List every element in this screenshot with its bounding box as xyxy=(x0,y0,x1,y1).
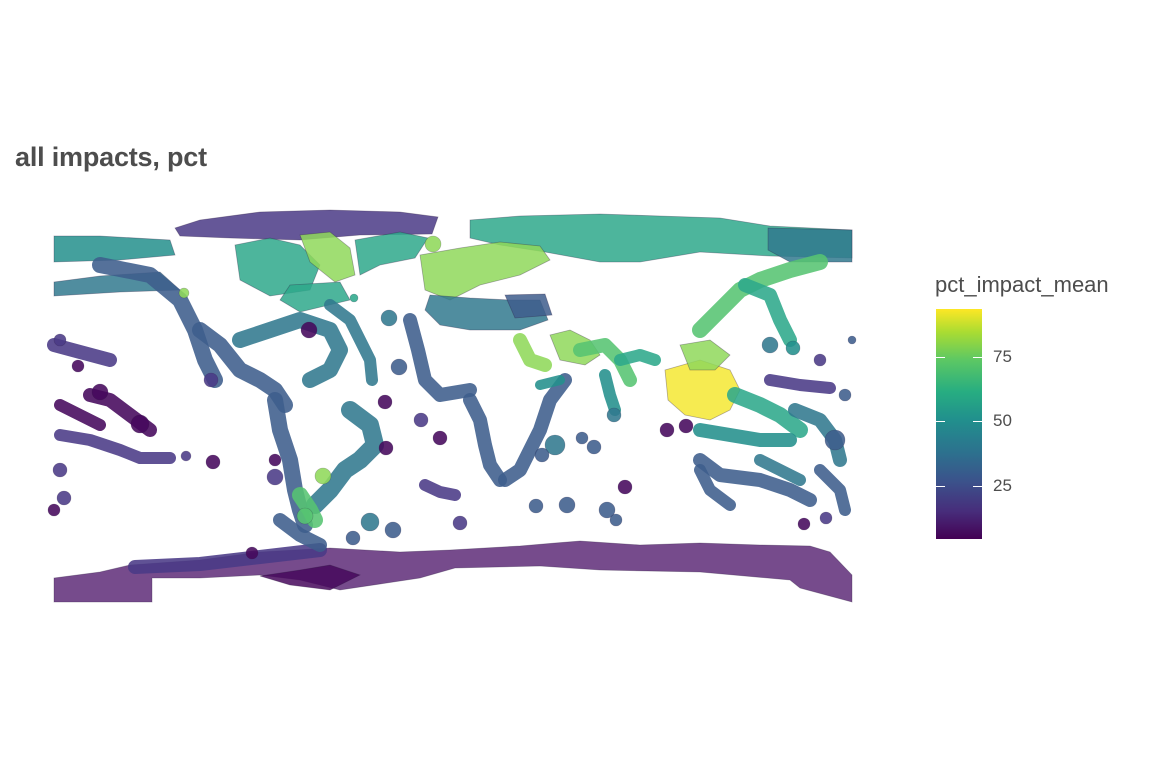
red-sea xyxy=(513,333,552,372)
west-africa xyxy=(403,313,477,402)
india-west xyxy=(599,369,621,416)
island-region-46 xyxy=(390,358,408,376)
horn-of-africa xyxy=(535,375,565,390)
north-america-west-coast xyxy=(92,257,223,388)
africa-southwest xyxy=(463,393,507,487)
island-region-29 xyxy=(452,515,468,531)
legend-tick-label-25: 25 xyxy=(993,476,1012,495)
cape-horn xyxy=(273,513,327,552)
island-region-5 xyxy=(761,336,779,354)
arabian-sea xyxy=(573,338,637,387)
island-region-14 xyxy=(205,454,221,470)
island-region-9 xyxy=(838,388,852,402)
island-region-45 xyxy=(178,287,190,299)
island-region-49 xyxy=(847,335,857,345)
new-zealand xyxy=(814,464,851,516)
gulf-of-mexico xyxy=(232,312,348,388)
tristan-gough xyxy=(419,479,461,501)
island-region-31 xyxy=(558,496,576,514)
hawaii-chain xyxy=(47,338,117,367)
island-region-21 xyxy=(300,321,318,339)
indonesia xyxy=(727,387,808,438)
island-region-32 xyxy=(598,501,616,519)
island-region-2 xyxy=(296,507,314,525)
island-region-7 xyxy=(813,353,827,367)
island-region-38 xyxy=(384,521,402,539)
island-region-15 xyxy=(180,450,192,462)
island-region-34 xyxy=(617,479,633,495)
papua xyxy=(788,403,847,467)
island-region-10 xyxy=(659,422,675,438)
island-region-44 xyxy=(349,293,359,303)
island-region-19 xyxy=(56,490,72,506)
island-region-4 xyxy=(534,447,550,463)
bay-of-bengal xyxy=(614,349,661,366)
antarctic-peninsula-band xyxy=(128,543,327,574)
world-map xyxy=(47,209,857,603)
island-region-22 xyxy=(203,372,219,388)
island-region-18 xyxy=(52,462,68,478)
island-region-42 xyxy=(380,309,398,327)
weddell-region xyxy=(259,564,362,591)
island-region-17 xyxy=(130,414,150,434)
island-region-24 xyxy=(378,440,394,456)
island-region-3 xyxy=(544,434,566,456)
island-region-13 xyxy=(71,359,85,373)
legend-title: pct_impact_mean xyxy=(935,272,1109,297)
island-region-33 xyxy=(609,513,623,527)
island-region-47 xyxy=(797,517,811,531)
island-region-20 xyxy=(47,503,61,517)
africa-east xyxy=(498,373,572,487)
island-region-30 xyxy=(528,498,544,514)
island-region-41 xyxy=(245,546,259,560)
australia-north xyxy=(693,453,817,507)
polynesia-2 xyxy=(54,399,106,431)
island-region-35 xyxy=(586,439,602,455)
island-region-43 xyxy=(424,235,442,253)
legend: pct_impact_mean 25 50 75 xyxy=(935,272,1135,552)
north-sea-baltic xyxy=(419,241,551,301)
island-region-40 xyxy=(345,530,361,546)
japan xyxy=(738,278,797,347)
canadian-archipelago xyxy=(234,237,321,297)
island-region-25 xyxy=(413,412,429,428)
island-region-12 xyxy=(53,333,67,347)
island-region-11 xyxy=(678,418,694,434)
island-region-26 xyxy=(432,430,448,446)
island-region-48 xyxy=(819,511,833,525)
legend-colorbar xyxy=(936,309,982,539)
island-region-37 xyxy=(606,407,622,423)
island-region-39 xyxy=(360,512,380,532)
island-region-23 xyxy=(377,394,393,410)
fiji-tonga xyxy=(54,429,176,464)
island-region-1 xyxy=(314,467,332,485)
legend-tick-label-75: 75 xyxy=(993,347,1012,366)
us-east-coast xyxy=(324,299,378,386)
island-region-27 xyxy=(268,453,282,467)
map-regions xyxy=(47,209,857,603)
gulf-of-tonkin xyxy=(679,339,731,371)
island-region-36 xyxy=(575,431,589,445)
south-america-east-coast xyxy=(306,401,384,514)
baffin-bay xyxy=(299,231,356,283)
alaska-north xyxy=(53,235,176,263)
island-region-8 xyxy=(824,429,846,451)
plot-title: all impacts, pct xyxy=(15,142,207,172)
island-region-28 xyxy=(266,468,284,486)
philippine-sea xyxy=(764,374,836,394)
island-region-6 xyxy=(785,340,801,356)
black-sea xyxy=(504,293,553,319)
legend-tick-label-50: 50 xyxy=(993,411,1012,430)
coral-sea xyxy=(754,454,806,486)
greenland-east xyxy=(354,231,429,276)
australia-west xyxy=(694,464,736,511)
arctic-canada-north xyxy=(174,209,439,241)
island-region-16 xyxy=(91,383,109,401)
java-sea xyxy=(693,423,797,447)
